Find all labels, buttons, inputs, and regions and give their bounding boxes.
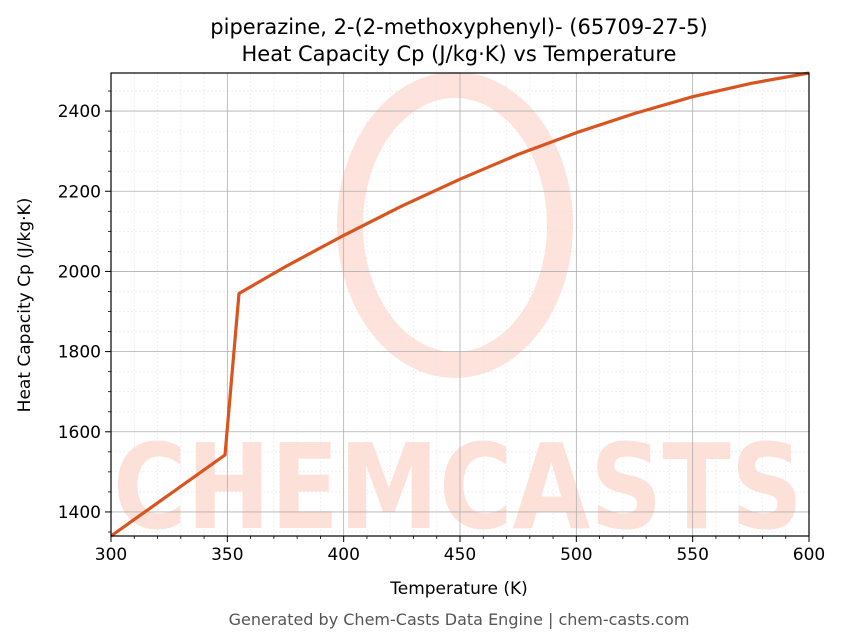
y-axis-label: Heat Capacity Cp (J/kg·K) [15,198,35,413]
footer-credit: Generated by Chem-Casts Data Engine | ch… [229,610,690,629]
y-tick-label: 1600 [58,423,101,443]
x-tick-label: 600 [793,545,825,565]
chart-title-line1: piperazine, 2-(2-methoxyphenyl)- (65709-… [210,15,707,39]
chart-title-line2: Heat Capacity Cp (J/kg·K) vs Temperature [242,42,677,66]
y-tick-label: 1800 [58,343,101,363]
y-tick-label: 2200 [58,182,101,202]
ticks: 300 350 400 450 500 550 600 1400 1600 1800 2000 220… [58,90,825,565]
x-tick-label: 350 [211,545,243,565]
x-axis-label: Temperature (K) [389,579,528,599]
x-tick-label: 400 [327,545,359,565]
y-tick-label: 2400 [58,102,101,122]
chemcasts-watermark: CHEMCASTS [113,72,803,556]
x-tick-label: 450 [444,545,476,565]
cp-series-line [110,71,810,538]
watermark-text: CHEMCASTS [113,418,803,556]
series-group [110,71,810,538]
x-tick-label: 500 [560,545,592,565]
x-tick-label: 300 [95,545,127,565]
watermark-swirl [337,72,573,378]
x-tick-label: 550 [676,545,708,565]
y-tick-label: 2000 [58,262,101,282]
y-tick-label: 1400 [58,503,101,523]
